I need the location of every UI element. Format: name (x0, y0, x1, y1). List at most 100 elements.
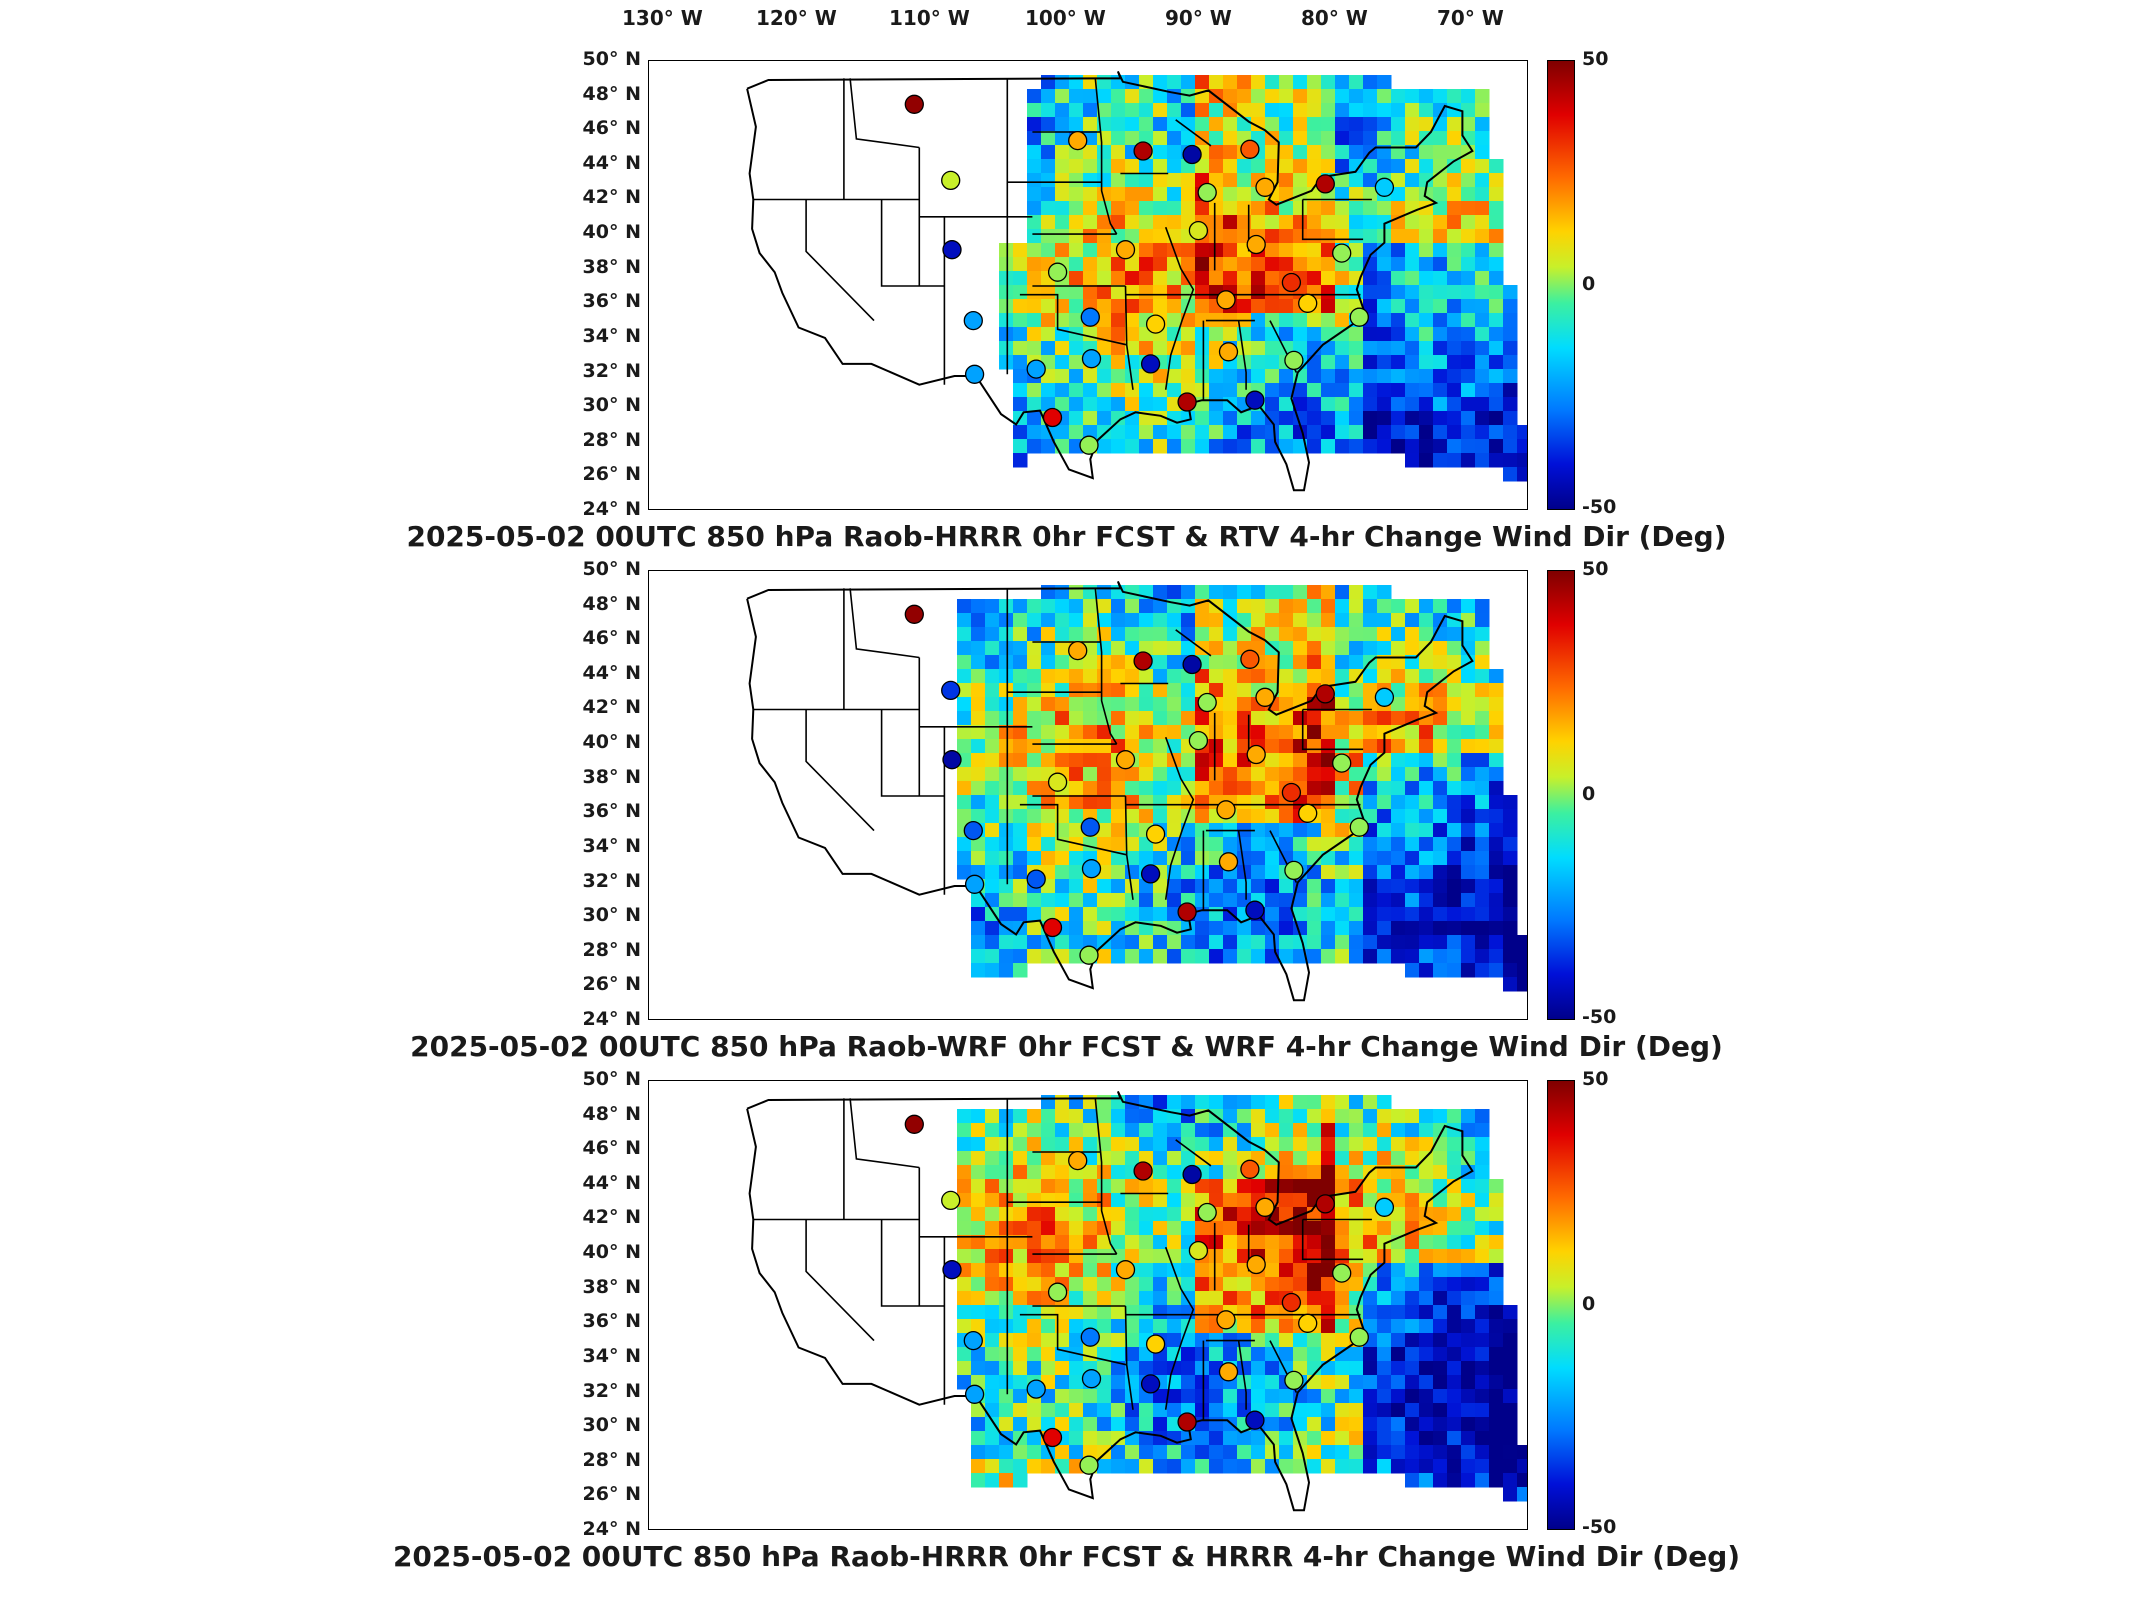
raob-station-marker (1145, 1334, 1166, 1354)
raob-station-marker (941, 1190, 961, 1211)
state-boundary (1124, 795, 1134, 900)
wind-change-field (999, 75, 1527, 482)
raob-station-marker (1047, 772, 1068, 792)
raob-station-marker (1177, 392, 1197, 412)
lat-label: 46° N (582, 117, 641, 139)
lat-label: 36° N (582, 1310, 641, 1332)
lat-label: 42° N (582, 696, 641, 718)
raob-station-marker (942, 240, 962, 260)
country-outline (746, 1090, 1474, 1512)
raob-station-marker (1246, 234, 1266, 255)
colorbar-tick-mid: 0 (1582, 783, 1596, 805)
colorbar (1547, 1080, 1575, 1530)
colorbar-tick-min: -50 (1582, 496, 1617, 518)
lat-label: 36° N (582, 290, 641, 312)
raob-station-marker (1042, 1427, 1063, 1448)
wind-direction-map (746, 70, 1527, 492)
state-boundary (1301, 709, 1364, 751)
raob-station-marker (1332, 753, 1352, 773)
lat-label: 28° N (582, 429, 641, 451)
lat-label: 30° N (582, 1414, 641, 1436)
lon-label: 80° W (1301, 6, 1368, 30)
raob-station-marker (1240, 1159, 1260, 1179)
raob-station-marker (1042, 407, 1063, 428)
state-boundary (805, 709, 875, 832)
state-boundary (805, 199, 875, 322)
lat-label: 48° N (582, 1103, 641, 1125)
raob-station-marker (1079, 1455, 1099, 1475)
raob-station-marker (963, 1330, 983, 1351)
raob-station-marker (1255, 687, 1275, 707)
raob-station-marker (1182, 1164, 1202, 1185)
lat-label: 38° N (582, 256, 641, 278)
colorbar-tick-max: 50 (1582, 558, 1609, 580)
colorbar (1547, 570, 1575, 1020)
state-boundary (1094, 588, 1118, 745)
raob-station-marker (1047, 262, 1068, 282)
lat-label: 46° N (582, 627, 641, 649)
raob-station-marker (1188, 1240, 1209, 1261)
state-boundary (1094, 78, 1118, 235)
lat-label: 40° N (582, 221, 641, 243)
lon-label: 70° W (1437, 6, 1504, 30)
lat-label: 32° N (582, 870, 641, 892)
raob-station-marker (1115, 1260, 1136, 1280)
colorbar (1547, 60, 1575, 510)
state-boundary (1301, 1219, 1364, 1261)
lat-label: 36° N (582, 800, 641, 822)
colorbar-tick-max: 50 (1582, 48, 1609, 70)
lat-label: 44° N (582, 662, 641, 684)
lat-label: 32° N (582, 1380, 641, 1402)
panel-title: 2025-05-02 00UTC 850 hPa Raob-HRRR 0hr F… (392, 1540, 1741, 1573)
raob-station-marker (1332, 243, 1352, 263)
wind-change-field (957, 1095, 1527, 1502)
raob-station-marker (1026, 359, 1046, 379)
raob-station-marker (964, 874, 985, 894)
raob-station-marker (1218, 342, 1239, 362)
raob-station-marker (1188, 220, 1209, 241)
map-frame (648, 60, 1528, 510)
raob-station-marker (1298, 293, 1318, 313)
raob-station-marker (1245, 1410, 1265, 1430)
lon-label: 130° W (622, 6, 703, 30)
raob-station-marker (1133, 141, 1153, 161)
raob-station-marker (1216, 1310, 1236, 1330)
raob-station-marker (1246, 1254, 1266, 1275)
raob-station-marker (1218, 1362, 1239, 1382)
raob-station-marker (1145, 314, 1166, 334)
lon-label: 110° W (889, 6, 970, 30)
state-boundary (805, 1219, 875, 1342)
state-boundary (1124, 285, 1134, 390)
state-boundary (1175, 1139, 1212, 1167)
raob-station-marker (963, 820, 983, 841)
raob-station-marker (1080, 307, 1100, 327)
raob-station-marker (941, 170, 961, 191)
lat-label: 50° N (582, 48, 641, 70)
map-frame (648, 1080, 1528, 1530)
raob-station-marker (1068, 1150, 1088, 1171)
country-outline (746, 70, 1474, 492)
raob-station-marker (1374, 177, 1395, 197)
raob-station-marker (1177, 902, 1197, 922)
lat-label: 50° N (582, 1068, 641, 1090)
state-boundary (1164, 226, 1195, 390)
raob-station-marker (1115, 750, 1136, 770)
raob-station-marker (1374, 1197, 1395, 1217)
lat-label: 44° N (582, 1172, 641, 1194)
raob-station-marker (1284, 1370, 1304, 1391)
lon-label: 100° W (1025, 6, 1106, 30)
state-boundary (1237, 830, 1247, 900)
raob-station-marker (1079, 945, 1099, 965)
lat-label: 48° N (582, 593, 641, 615)
raob-station-marker (904, 1114, 924, 1134)
panel-title: 2025-05-02 00UTC 850 hPa Raob-HRRR 0hr F… (406, 520, 1727, 553)
raob-station-marker (1255, 177, 1275, 197)
raob-station-marker (1281, 272, 1302, 293)
wind-change-field (957, 585, 1527, 992)
raob-station-marker (941, 680, 961, 701)
raob-station-marker (1349, 307, 1369, 327)
raob-station-marker (1079, 435, 1099, 455)
state-boundary (1019, 293, 1127, 346)
raob-station-marker (1140, 1374, 1161, 1394)
state-boundary (849, 78, 920, 149)
